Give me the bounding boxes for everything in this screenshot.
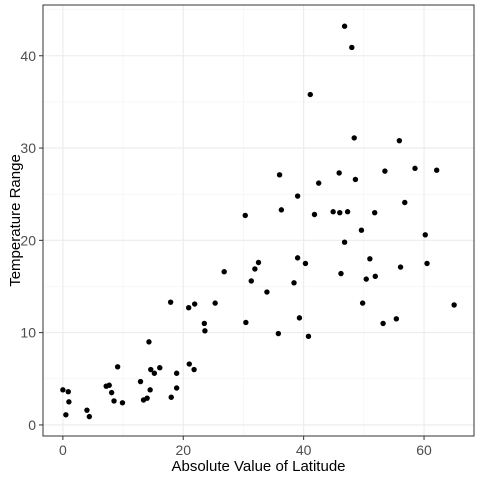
data-point bbox=[296, 315, 303, 321]
data-point bbox=[242, 212, 248, 219]
tick-labels: 0 20 40 60 0 10 20 30 40 bbox=[20, 48, 432, 458]
data-point bbox=[341, 239, 348, 245]
data-point bbox=[363, 276, 369, 282]
data-point bbox=[307, 91, 313, 98]
data-point bbox=[291, 280, 297, 286]
data-point bbox=[358, 227, 365, 233]
data-point bbox=[185, 305, 192, 311]
data-point bbox=[264, 289, 270, 295]
data-point bbox=[255, 259, 262, 266]
data-point bbox=[305, 333, 312, 340]
data-point bbox=[212, 300, 218, 306]
data-point bbox=[315, 180, 322, 186]
data-point bbox=[146, 339, 152, 345]
data-point bbox=[294, 193, 301, 199]
y-tick-label: 20 bbox=[20, 232, 36, 248]
y-axis-title: Temperature Range bbox=[7, 154, 24, 287]
data-point bbox=[114, 364, 121, 370]
data-point bbox=[412, 165, 418, 172]
data-points bbox=[60, 23, 457, 420]
data-point bbox=[397, 264, 404, 270]
data-point bbox=[382, 168, 388, 174]
data-point bbox=[371, 209, 378, 216]
x-tick-label: 0 bbox=[59, 442, 67, 458]
data-point bbox=[451, 302, 457, 308]
data-point bbox=[252, 266, 258, 272]
data-point bbox=[344, 209, 351, 215]
data-point bbox=[108, 389, 115, 396]
data-point bbox=[60, 387, 66, 393]
data-point bbox=[173, 370, 180, 376]
y-tick-label: 30 bbox=[20, 140, 36, 156]
minor-gridlines bbox=[43, 5, 474, 436]
data-point bbox=[402, 199, 408, 206]
data-point bbox=[278, 207, 285, 213]
data-point bbox=[221, 269, 227, 275]
data-point bbox=[302, 260, 309, 267]
data-point bbox=[106, 382, 112, 388]
y-tick-label: 10 bbox=[20, 325, 36, 341]
data-point bbox=[330, 209, 336, 215]
data-point bbox=[144, 395, 150, 401]
data-point bbox=[148, 366, 154, 373]
data-point bbox=[157, 365, 163, 371]
data-point bbox=[191, 366, 197, 373]
x-tick-label: 40 bbox=[296, 442, 312, 458]
x-tick-label: 20 bbox=[175, 442, 191, 458]
data-point bbox=[243, 319, 249, 326]
data-point bbox=[349, 44, 355, 51]
data-point bbox=[380, 320, 386, 327]
data-point bbox=[201, 320, 208, 327]
data-point bbox=[424, 260, 430, 267]
data-point bbox=[359, 300, 366, 306]
data-point bbox=[336, 170, 342, 176]
y-tick-label: 40 bbox=[20, 48, 36, 64]
data-point bbox=[137, 378, 144, 385]
data-point bbox=[351, 135, 357, 141]
data-point bbox=[84, 407, 90, 413]
x-axis-title: Absolute Value of Latitude bbox=[171, 458, 345, 475]
major-gridlines bbox=[43, 5, 474, 436]
data-point bbox=[248, 278, 254, 284]
x-tick-label: 60 bbox=[416, 442, 432, 458]
data-point bbox=[65, 389, 71, 395]
data-point bbox=[202, 328, 208, 334]
data-point bbox=[433, 167, 440, 173]
data-point bbox=[352, 176, 359, 183]
data-point bbox=[86, 413, 93, 420]
data-point bbox=[167, 299, 174, 305]
plot-panel-border bbox=[42, 4, 475, 437]
data-point bbox=[151, 370, 158, 376]
data-point bbox=[191, 301, 198, 307]
data-point bbox=[63, 412, 69, 418]
data-point bbox=[372, 273, 378, 280]
data-point bbox=[311, 211, 318, 218]
data-point bbox=[186, 361, 192, 367]
data-point bbox=[173, 385, 180, 391]
data-point bbox=[294, 255, 301, 261]
data-point bbox=[119, 400, 126, 406]
axis-ticks bbox=[39, 55, 425, 440]
data-point bbox=[422, 232, 428, 238]
data-point bbox=[367, 256, 373, 262]
data-point bbox=[341, 23, 348, 29]
data-point bbox=[276, 172, 283, 178]
data-point bbox=[337, 209, 343, 216]
data-point bbox=[147, 387, 153, 393]
data-point bbox=[168, 394, 174, 400]
data-point bbox=[275, 330, 282, 337]
data-point bbox=[396, 137, 403, 144]
data-point bbox=[338, 270, 344, 277]
data-point bbox=[66, 399, 72, 405]
y-tick-label: 0 bbox=[28, 417, 36, 433]
data-point bbox=[111, 398, 117, 404]
data-point bbox=[393, 316, 400, 322]
